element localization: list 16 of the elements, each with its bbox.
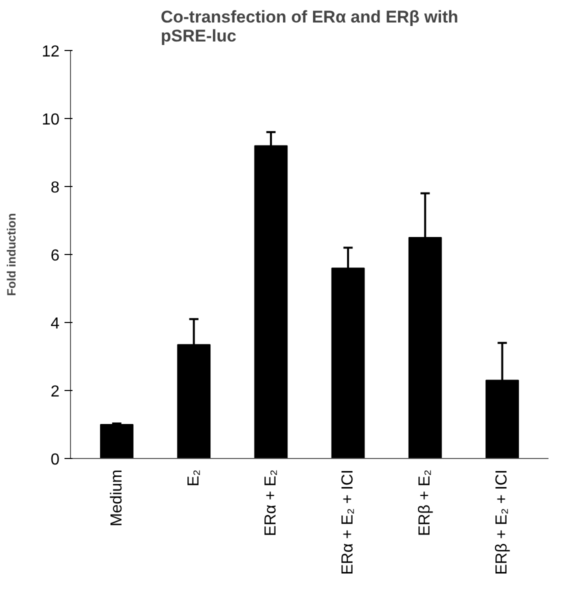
y-tick-label: 0 <box>50 452 60 468</box>
y-axis-title: Fold induction <box>4 213 19 296</box>
bar <box>100 424 134 458</box>
x-tick-label: ERα + E₂ <box>262 470 280 536</box>
y-tick-label: 12 <box>42 44 60 60</box>
x-tick-label: ERα + E₂ + ICI <box>340 469 357 575</box>
y-tick-label: 2 <box>50 384 60 400</box>
x-tick-label: Medium <box>108 470 126 526</box>
chart-title: Co-transfection of ERα and ERβ with pSRE-luc <box>160 8 458 46</box>
x-tick-label: E₂ <box>185 469 202 486</box>
x-tick-label: ERβ + E₂ <box>416 470 434 536</box>
x-tick-label: ERβ + E₂ + ICI <box>494 469 511 575</box>
y-tick-label: 6 <box>50 248 60 264</box>
y-tick-label: 8 <box>50 180 60 196</box>
y-tick-label: 4 <box>50 316 60 332</box>
y-tick-label: 10 <box>42 112 60 128</box>
